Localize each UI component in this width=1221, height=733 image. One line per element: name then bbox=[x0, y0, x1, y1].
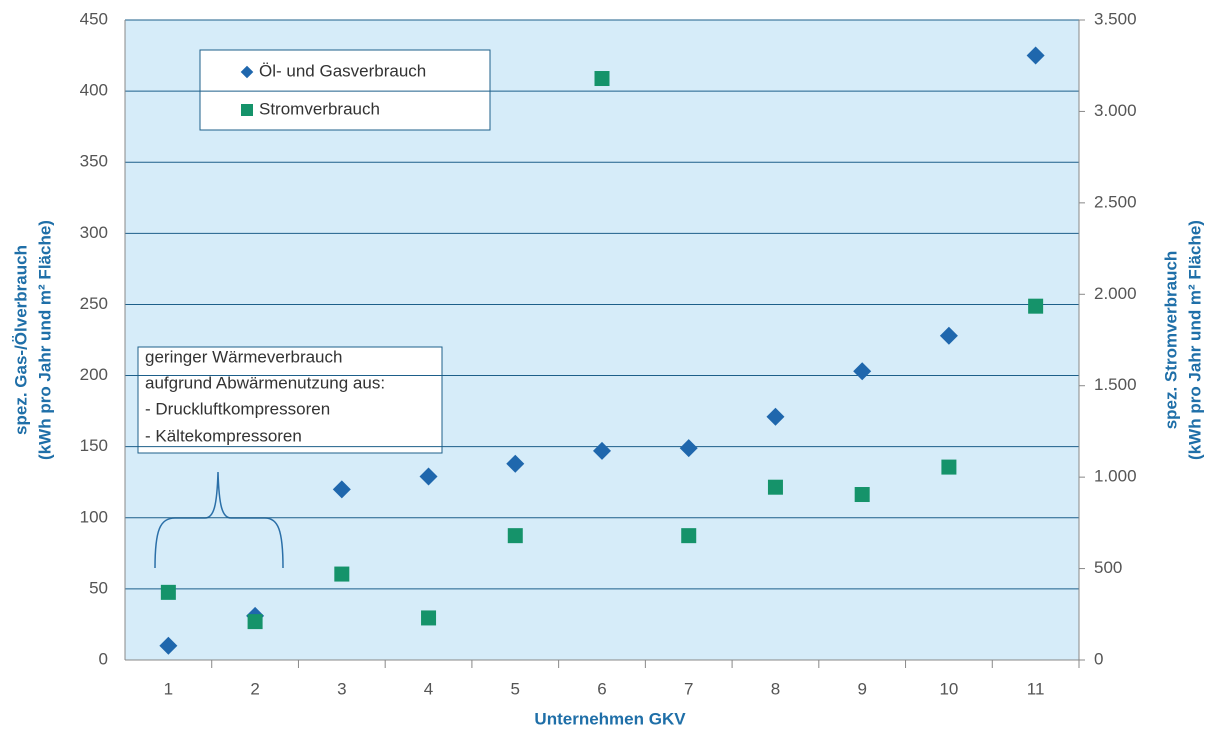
y2-axis-title: (kWh pro Jahr und m² Fläche) bbox=[1185, 220, 1204, 460]
annotation-line: - Kältekompressoren bbox=[145, 426, 302, 445]
x-tick-label: 4 bbox=[424, 679, 433, 698]
legend-box bbox=[199, 49, 491, 131]
y2-tick-label: 1.500 bbox=[1094, 375, 1137, 394]
x-tick-label: 10 bbox=[939, 679, 958, 698]
point bbox=[939, 326, 958, 345]
point bbox=[853, 362, 872, 381]
x-tick-label: 9 bbox=[857, 679, 866, 698]
y-tick-label: 0 bbox=[99, 649, 108, 668]
y-axis-title: spez. Gas-/Ölverbrauch bbox=[11, 245, 30, 435]
point bbox=[1026, 46, 1045, 65]
legend-label: Stromverbrauch bbox=[259, 99, 380, 118]
y-tick-label: 200 bbox=[80, 365, 108, 384]
point bbox=[159, 636, 178, 655]
y-tick-label: 150 bbox=[80, 436, 108, 455]
point bbox=[681, 528, 697, 544]
y2-tick-label: 500 bbox=[1094, 558, 1122, 577]
point bbox=[334, 566, 350, 582]
y-tick-label: 50 bbox=[89, 578, 108, 597]
y-tick-label: 350 bbox=[80, 152, 108, 171]
y-tick-label: 250 bbox=[80, 294, 108, 313]
legend-label: Öl- und Gasverbrauch bbox=[259, 61, 426, 80]
x-tick-label: 2 bbox=[250, 679, 259, 698]
point bbox=[767, 479, 783, 495]
annotation-box bbox=[137, 346, 443, 454]
point bbox=[766, 407, 785, 426]
y2-tick-label: 3.500 bbox=[1094, 9, 1137, 28]
point bbox=[419, 467, 438, 486]
y-tick-label: 400 bbox=[80, 81, 108, 100]
point bbox=[507, 528, 523, 544]
legend-marker bbox=[240, 65, 254, 79]
x-axis-title: Unternehmen GKV bbox=[534, 709, 686, 728]
y-tick-label: 300 bbox=[80, 223, 108, 242]
point bbox=[593, 441, 611, 460]
y2-tick-label: 2.000 bbox=[1094, 284, 1137, 303]
x-tick-label: 1 bbox=[164, 679, 173, 698]
point bbox=[594, 71, 610, 87]
y2-tick-label: 0 bbox=[1094, 649, 1103, 668]
point bbox=[506, 454, 525, 473]
point bbox=[679, 439, 698, 458]
point bbox=[247, 614, 263, 630]
y2-tick-label: 1.000 bbox=[1094, 467, 1137, 486]
annotation-line: geringer Wärmeverbrauch bbox=[145, 347, 342, 366]
point bbox=[421, 610, 437, 626]
x-tick-label: 8 bbox=[771, 679, 780, 698]
x-tick-label: 11 bbox=[1027, 679, 1045, 698]
point bbox=[1028, 298, 1044, 314]
brace bbox=[154, 471, 284, 569]
x-tick-label: 3 bbox=[337, 679, 346, 698]
annotation-line: - Druckluftkompressoren bbox=[145, 399, 330, 418]
point bbox=[854, 487, 870, 503]
y-axis-title: (kWh pro Jahr und m² Fläche) bbox=[35, 220, 54, 460]
y2-axis-title: spez. Stromverbrauch bbox=[1161, 251, 1180, 430]
x-tick-label: 7 bbox=[684, 679, 693, 698]
point bbox=[332, 480, 351, 499]
legend-marker bbox=[241, 104, 253, 116]
y-tick-label: 450 bbox=[80, 9, 108, 28]
y2-tick-label: 3.000 bbox=[1094, 101, 1137, 120]
x-tick-label: 5 bbox=[511, 679, 520, 698]
x-tick-label: 6 bbox=[597, 679, 606, 698]
y-tick-label: 100 bbox=[80, 507, 108, 526]
y2-tick-label: 2.500 bbox=[1094, 192, 1137, 211]
annotation-line: aufgrund Abwärmenutzung aus: bbox=[145, 373, 385, 392]
point bbox=[941, 459, 957, 475]
point bbox=[160, 584, 176, 600]
